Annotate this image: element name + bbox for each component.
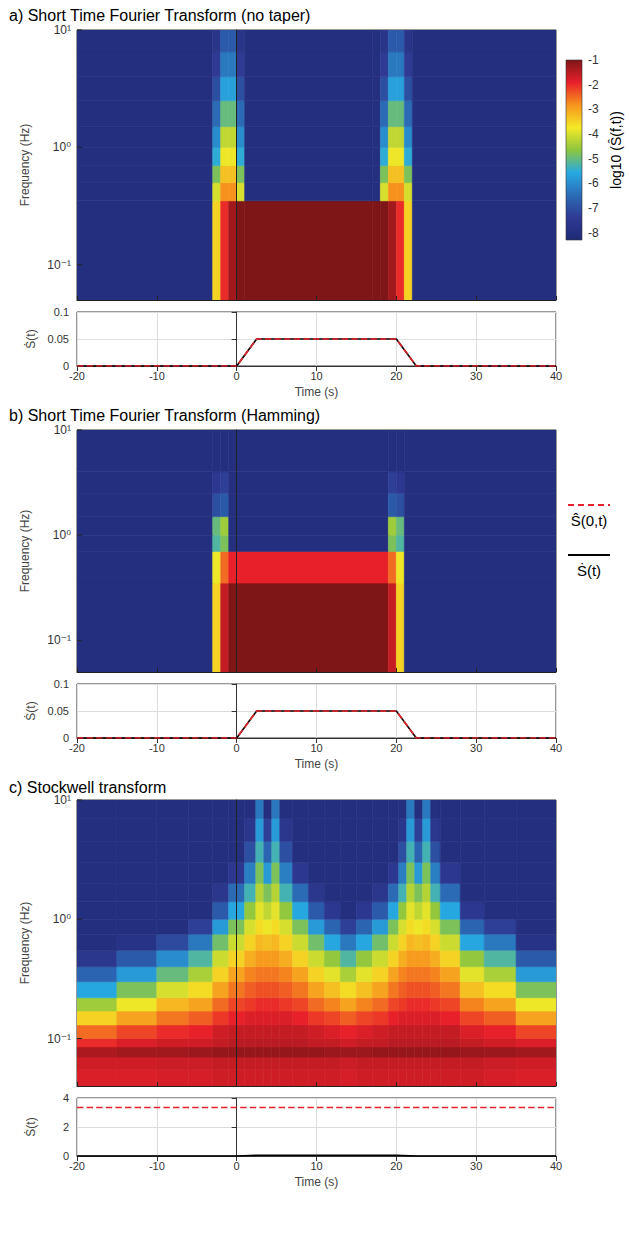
svg-text:c) Stockwell transform: c) Stockwell transform xyxy=(9,779,166,796)
svg-text:Time (s): Time (s) xyxy=(295,1175,339,1189)
svg-text:a) Short Time Fourier Transfor: a) Short Time Fourier Transform (no tape… xyxy=(9,7,310,24)
svg-text:-3: -3 xyxy=(588,102,599,116)
svg-text:40: 40 xyxy=(550,370,562,382)
svg-text:10⁻¹: 10⁻¹ xyxy=(47,633,71,647)
svg-text:Ṡ(t): Ṡ(t) xyxy=(24,701,38,720)
svg-text:10: 10 xyxy=(310,370,322,382)
svg-text:10⁰: 10⁰ xyxy=(53,140,71,154)
svg-text:-5: -5 xyxy=(588,152,599,166)
svg-text:0: 0 xyxy=(62,360,69,372)
svg-text:Frequency (Hz): Frequency (Hz) xyxy=(18,510,32,593)
svg-text:4: 4 xyxy=(63,1092,69,1104)
svg-text:30: 30 xyxy=(470,1160,482,1172)
svg-text:Ṡ(t): Ṡ(t) xyxy=(24,329,38,348)
svg-text:30: 30 xyxy=(470,370,482,382)
svg-text:10⁻¹: 10⁻¹ xyxy=(47,1032,71,1046)
svg-text:10⁰: 10⁰ xyxy=(53,912,71,926)
svg-text:0: 0 xyxy=(62,1150,69,1162)
svg-text:-8: -8 xyxy=(588,226,599,240)
svg-text:10⁻¹: 10⁻¹ xyxy=(47,258,71,272)
svg-text:2: 2 xyxy=(63,1121,69,1133)
svg-text:Time (s): Time (s) xyxy=(295,757,339,771)
svg-text:20: 20 xyxy=(390,370,402,382)
svg-text:-10: -10 xyxy=(149,742,165,754)
svg-text:0.05: 0.05 xyxy=(48,705,69,717)
svg-text:10⁰: 10⁰ xyxy=(53,528,71,542)
svg-text:log10 (Ŝ(f,t)): log10 (Ŝ(f,t)) xyxy=(608,111,624,189)
svg-text:-10: -10 xyxy=(149,1160,165,1172)
svg-text:-4: -4 xyxy=(588,127,599,141)
svg-text:10¹: 10¹ xyxy=(54,423,71,437)
svg-text:40: 40 xyxy=(550,1160,562,1172)
svg-text:-20: -20 xyxy=(69,370,85,382)
svg-text:0.1: 0.1 xyxy=(54,306,69,318)
svg-text:10¹: 10¹ xyxy=(54,793,71,807)
svg-text:b) Short Time Fourier Transfor: b) Short Time Fourier Transform (Hamming… xyxy=(9,407,320,424)
svg-text:10¹: 10¹ xyxy=(54,23,71,37)
svg-text:-6: -6 xyxy=(588,176,599,190)
svg-text:Ṡ(t): Ṡ(t) xyxy=(577,562,601,579)
svg-text:0: 0 xyxy=(234,370,240,382)
svg-text:-2: -2 xyxy=(588,78,599,92)
svg-text:-20: -20 xyxy=(69,1160,85,1172)
svg-text:Ṡ(t): Ṡ(t) xyxy=(24,1117,38,1136)
svg-text:0.05: 0.05 xyxy=(48,333,69,345)
svg-text:0: 0 xyxy=(62,732,69,744)
svg-text:20: 20 xyxy=(390,1160,402,1172)
svg-text:10: 10 xyxy=(310,1160,322,1172)
svg-text:-7: -7 xyxy=(588,201,599,215)
svg-text:0: 0 xyxy=(234,1160,240,1172)
svg-text:10: 10 xyxy=(310,742,322,754)
svg-text:40: 40 xyxy=(550,742,562,754)
svg-text:0.1: 0.1 xyxy=(54,678,69,690)
svg-text:Frequency (Hz): Frequency (Hz) xyxy=(18,902,32,985)
svg-text:-1: -1 xyxy=(588,53,599,67)
svg-text:-10: -10 xyxy=(149,370,165,382)
svg-text:Ŝ(0,t): Ŝ(0,t) xyxy=(571,512,608,529)
svg-text:30: 30 xyxy=(470,742,482,754)
svg-text:-20: -20 xyxy=(69,742,85,754)
svg-text:20: 20 xyxy=(390,742,402,754)
svg-text:Time (s): Time (s) xyxy=(295,385,339,399)
svg-text:Frequency (Hz): Frequency (Hz) xyxy=(18,124,32,207)
svg-text:0: 0 xyxy=(234,742,240,754)
